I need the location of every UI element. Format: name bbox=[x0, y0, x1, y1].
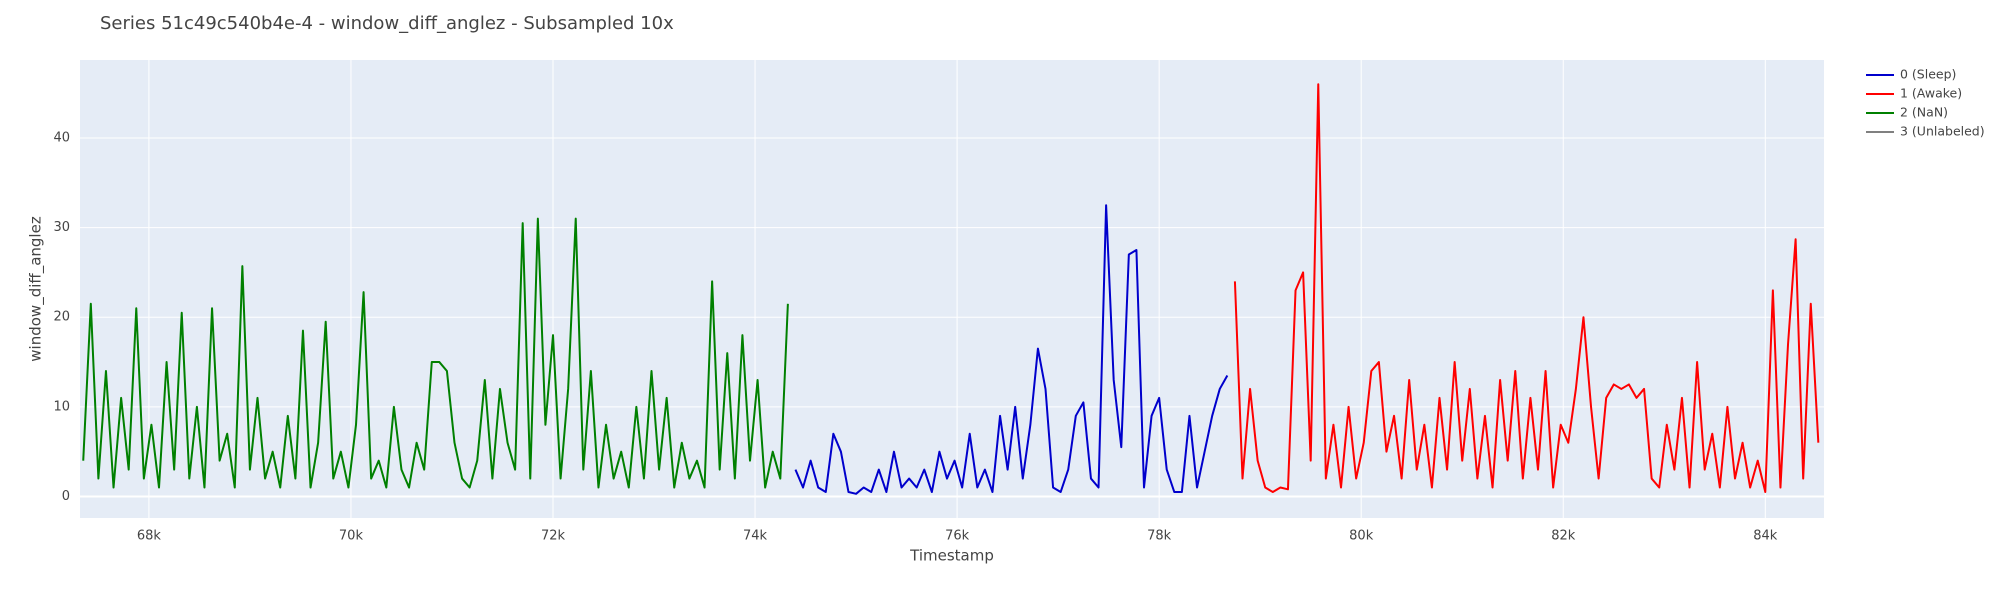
y-tick-label: 20 bbox=[53, 310, 70, 325]
series-line bbox=[1233, 83, 1820, 494]
y-tick-label: 0 bbox=[62, 489, 70, 504]
x-tick-label: 82k bbox=[1551, 529, 1576, 544]
legend-label: 3 (Unlabeled) bbox=[1900, 124, 1985, 139]
x-tick-label: 72k bbox=[541, 529, 566, 544]
y-tick-label: 10 bbox=[53, 399, 70, 414]
chart-title: Series 51c49c540b4e-4 - window_diff_angl… bbox=[100, 13, 674, 34]
series-line bbox=[82, 217, 789, 489]
legend-label: 2 (NaN) bbox=[1900, 105, 1948, 120]
x-tick-label: 78k bbox=[1147, 529, 1172, 544]
x-tick-label: 84k bbox=[1753, 529, 1778, 544]
legend-label: 1 (Awake) bbox=[1900, 86, 1962, 101]
x-tick-label: 74k bbox=[743, 529, 768, 544]
x-tick-label: 76k bbox=[945, 529, 970, 544]
legend-label: 0 (Sleep) bbox=[1900, 67, 1956, 82]
y-axis-title: window_diff_anglez bbox=[27, 216, 46, 362]
x-tick-label: 68k bbox=[137, 529, 162, 544]
x-axis-title: Timestamp bbox=[909, 547, 994, 565]
y-tick-label: 40 bbox=[53, 130, 70, 145]
plot-background bbox=[80, 60, 1824, 518]
y-tick-label: 30 bbox=[53, 220, 70, 235]
x-tick-label: 80k bbox=[1349, 529, 1374, 544]
series-line bbox=[794, 204, 1229, 495]
x-tick-label: 70k bbox=[339, 529, 364, 544]
